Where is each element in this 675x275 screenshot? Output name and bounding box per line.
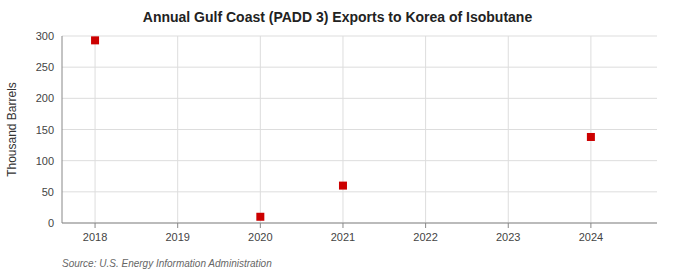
y-tick-label: 50 <box>42 186 54 198</box>
point <box>587 133 595 141</box>
y-grid-line <box>62 160 657 161</box>
y-grid-line <box>62 36 657 37</box>
y-grid-line <box>62 67 657 68</box>
chart: Annual Gulf Coast (PADD 3) Exports to Ko… <box>0 0 675 275</box>
x-tick <box>260 223 261 228</box>
title: Annual Gulf Coast (PADD 3) Exports to Ko… <box>143 9 533 25</box>
axes: 0 50 100 150 200 250 300 2018 2019 2020 2021 2022 20… <box>36 30 657 243</box>
x-tick <box>177 223 178 228</box>
x-tick-label: 2019 <box>165 231 189 243</box>
x-grid-line <box>425 36 426 223</box>
x-grid-line <box>95 36 96 223</box>
point <box>256 213 264 221</box>
x-tick-label: 2020 <box>248 231 272 243</box>
y-axis-line <box>62 36 63 223</box>
x-grid-line <box>342 36 343 223</box>
y-tick-label: 0 <box>48 217 54 229</box>
x-axis-line <box>62 223 657 224</box>
x-grid-line <box>590 36 591 223</box>
x-tick-label: 2022 <box>413 231 437 243</box>
y-grid-line <box>62 98 657 99</box>
x-tick <box>508 223 509 228</box>
x-tick <box>95 223 96 228</box>
y-axis-label: Thousand Barrels <box>5 82 19 177</box>
point <box>339 182 347 190</box>
source: Source: U.S. Energy Information Administ… <box>62 258 272 269</box>
y-grid-line <box>62 191 657 192</box>
x-grid-line <box>260 36 261 223</box>
x-grid-line <box>177 36 178 223</box>
y-tick-label: 150 <box>36 124 54 136</box>
y-tick-label: 100 <box>36 155 54 167</box>
y-tick-label: 200 <box>36 92 54 104</box>
x-tick-label: 2023 <box>496 231 520 243</box>
point <box>91 36 99 44</box>
y-grid-line <box>62 223 657 224</box>
points <box>91 36 595 220</box>
x-tick-label: 2018 <box>83 231 107 243</box>
y-tick-label: 250 <box>36 61 54 73</box>
x-tick <box>590 223 591 228</box>
x-tick-label: 2021 <box>331 231 355 243</box>
y-tick-label: 300 <box>36 30 54 42</box>
x-tick <box>342 223 343 228</box>
y-grid-line <box>62 129 657 130</box>
chart-container: Annual Gulf Coast (PADD 3) Exports to Ko… <box>0 0 675 275</box>
x-tick-label: 2024 <box>579 231 603 243</box>
x-tick <box>425 223 426 228</box>
grid <box>62 36 657 223</box>
x-grid-line <box>508 36 509 223</box>
